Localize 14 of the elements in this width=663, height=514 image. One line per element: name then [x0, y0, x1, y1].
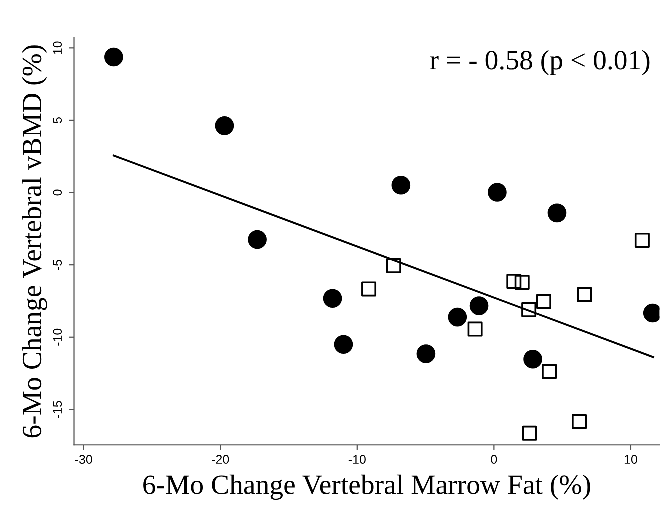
annotation: r = - 0.58 (p < 0.01): [430, 50, 650, 76]
y-tick-label: 10: [53, 42, 62, 54]
x-tick-label: -30: [75, 455, 92, 464]
y-tick-label: -15: [53, 401, 62, 418]
y-tick-label: -5: [53, 260, 62, 270]
x-tick-label: 10: [624, 455, 638, 464]
y-tick-label: 0: [53, 190, 62, 196]
x-tick-label: -10: [348, 455, 366, 464]
x-tick-label: 0: [491, 455, 498, 464]
y-axis-title: 6-Mo Change Vertebral vBMD (%): [22, 46, 48, 438]
y-tick-label: -10: [53, 328, 62, 346]
x-axis-title: 6-Mo Change Vertebral Marrow Fat (%): [144, 474, 590, 500]
x-tick-label: -20: [212, 455, 230, 464]
y-tick-label: 5: [53, 118, 62, 124]
